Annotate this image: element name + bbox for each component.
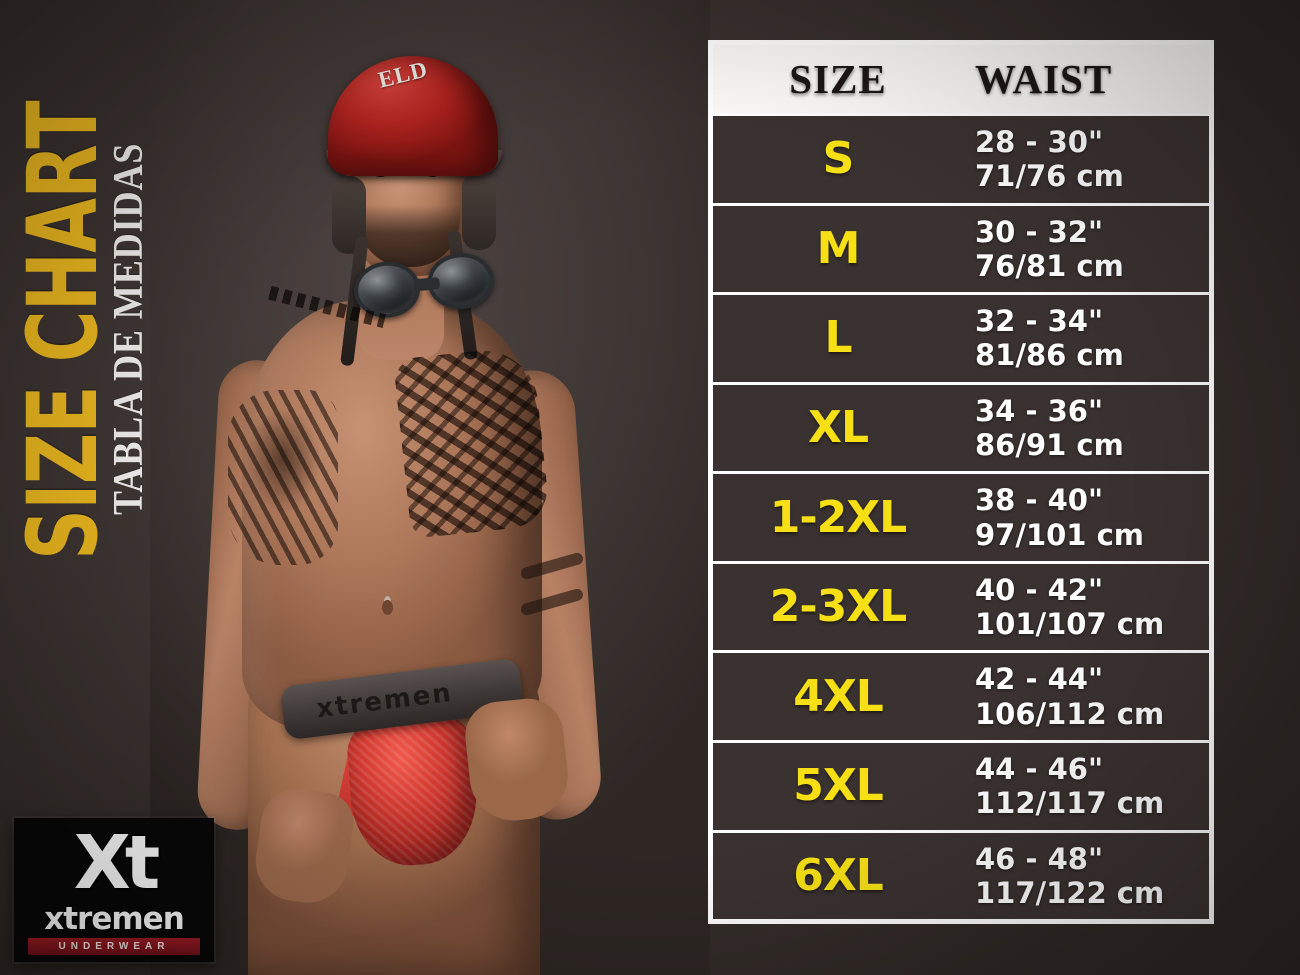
- cell-waist: 32 - 34" 81/86 cm: [963, 304, 1209, 372]
- cell-waist: 46 - 48" 117/122 cm: [963, 842, 1209, 910]
- cell-waist: 28 - 30" 71/76 cm: [963, 125, 1209, 193]
- table-row: 5XL 44 - 46" 112/117 cm: [713, 739, 1209, 830]
- table-row: 6XL 46 - 48" 117/122 cm: [713, 829, 1209, 920]
- cell-size: XL: [808, 401, 869, 453]
- waist-centimeters: 101/107 cm: [975, 607, 1165, 642]
- waist-inches: 42 - 44": [975, 662, 1104, 697]
- cell-waist: 30 - 32" 76/81 cm: [963, 215, 1209, 283]
- waist-centimeters: 71/76 cm: [975, 159, 1124, 194]
- cell-size: 5XL: [793, 760, 884, 812]
- table-row: 1-2XL 38 - 40" 97/101 cm: [713, 471, 1209, 561]
- waist-inches: 44 - 46": [975, 752, 1104, 786]
- waist-centimeters: 106/112 cm: [975, 696, 1165, 731]
- cell-waist: 40 - 42" 101/107 cm: [963, 573, 1209, 641]
- waist-centimeters: 117/122 cm: [975, 875, 1165, 910]
- table-row: XL 34 - 36" 86/91 cm: [713, 381, 1209, 472]
- waist-inches: 30 - 32": [975, 214, 1104, 249]
- model-navel-piercing: [382, 600, 393, 615]
- waist-centimeters: 76/81 cm: [975, 248, 1124, 283]
- waist-inches: 34 - 36": [975, 393, 1104, 428]
- size-chart-table: SIZE WAIST S 28 - 30" 71/76 cm M 30 - 32" 76/…: [708, 40, 1214, 924]
- cell-waist: 44 - 46" 112/117 cm: [963, 752, 1209, 820]
- cell-size: 1-2XL: [769, 491, 907, 543]
- waist-inches: 38 - 40": [975, 483, 1104, 518]
- cell-waist: 42 - 44" 106/112 cm: [963, 662, 1209, 730]
- helmet-right-earpad: [462, 172, 496, 250]
- page-subtitle: TABLA DE MEDIDAS: [106, 142, 152, 516]
- logo-tagline: UNDERWEAR: [58, 941, 170, 952]
- waist-inches: 28 - 30": [975, 125, 1104, 160]
- cell-waist: 34 - 36" 86/91 cm: [963, 394, 1209, 462]
- cell-size: 4XL: [793, 670, 884, 722]
- waist-centimeters: 97/101 cm: [975, 517, 1144, 552]
- model-photo: ELD xtremen: [150, 0, 710, 975]
- cell-waist: 38 - 40" 97/101 cm: [963, 483, 1209, 551]
- brand-logo: Xt xtremen UNDERWEAR: [14, 818, 214, 962]
- tattoo-shoulder: [228, 390, 338, 565]
- table-row: L 32 - 34" 81/86 cm: [713, 292, 1209, 382]
- cell-size: 6XL: [793, 849, 884, 901]
- waist-centimeters: 86/91 cm: [975, 427, 1124, 462]
- page-title: SIZE CHART: [7, 101, 119, 560]
- waist-inches: 32 - 34": [975, 304, 1104, 339]
- table-row: S 28 - 30" 71/76 cm: [713, 113, 1209, 203]
- waist-centimeters: 81/86 cm: [975, 338, 1124, 373]
- waist-inches: 40 - 42": [975, 572, 1104, 607]
- table-header-row: SIZE WAIST: [713, 45, 1209, 113]
- logo-wordmark: xtremen: [44, 901, 185, 937]
- cell-size: M: [816, 222, 861, 274]
- tattoo-chest: [392, 345, 552, 539]
- column-header-size: SIZE: [789, 55, 887, 102]
- table-row: 4XL 42 - 44" 106/112 cm: [713, 650, 1209, 740]
- waistband-brand-text: xtremen: [314, 677, 455, 725]
- column-header-waist: WAIST: [975, 55, 1113, 102]
- cell-size: S: [822, 133, 855, 185]
- goggle-bridge: [413, 277, 441, 292]
- logo-monogram: Xt: [73, 820, 160, 906]
- cell-size: L: [824, 312, 852, 364]
- cell-size: 2-3XL: [769, 581, 907, 633]
- waist-centimeters: 112/117 cm: [975, 786, 1165, 821]
- waist-inches: 46 - 48": [975, 841, 1104, 876]
- logo-tagline-bar: UNDERWEAR: [28, 938, 200, 955]
- table-row: M 30 - 32" 76/81 cm: [713, 202, 1209, 293]
- table-row: 2-3XL 40 - 42" 101/107 cm: [713, 560, 1209, 651]
